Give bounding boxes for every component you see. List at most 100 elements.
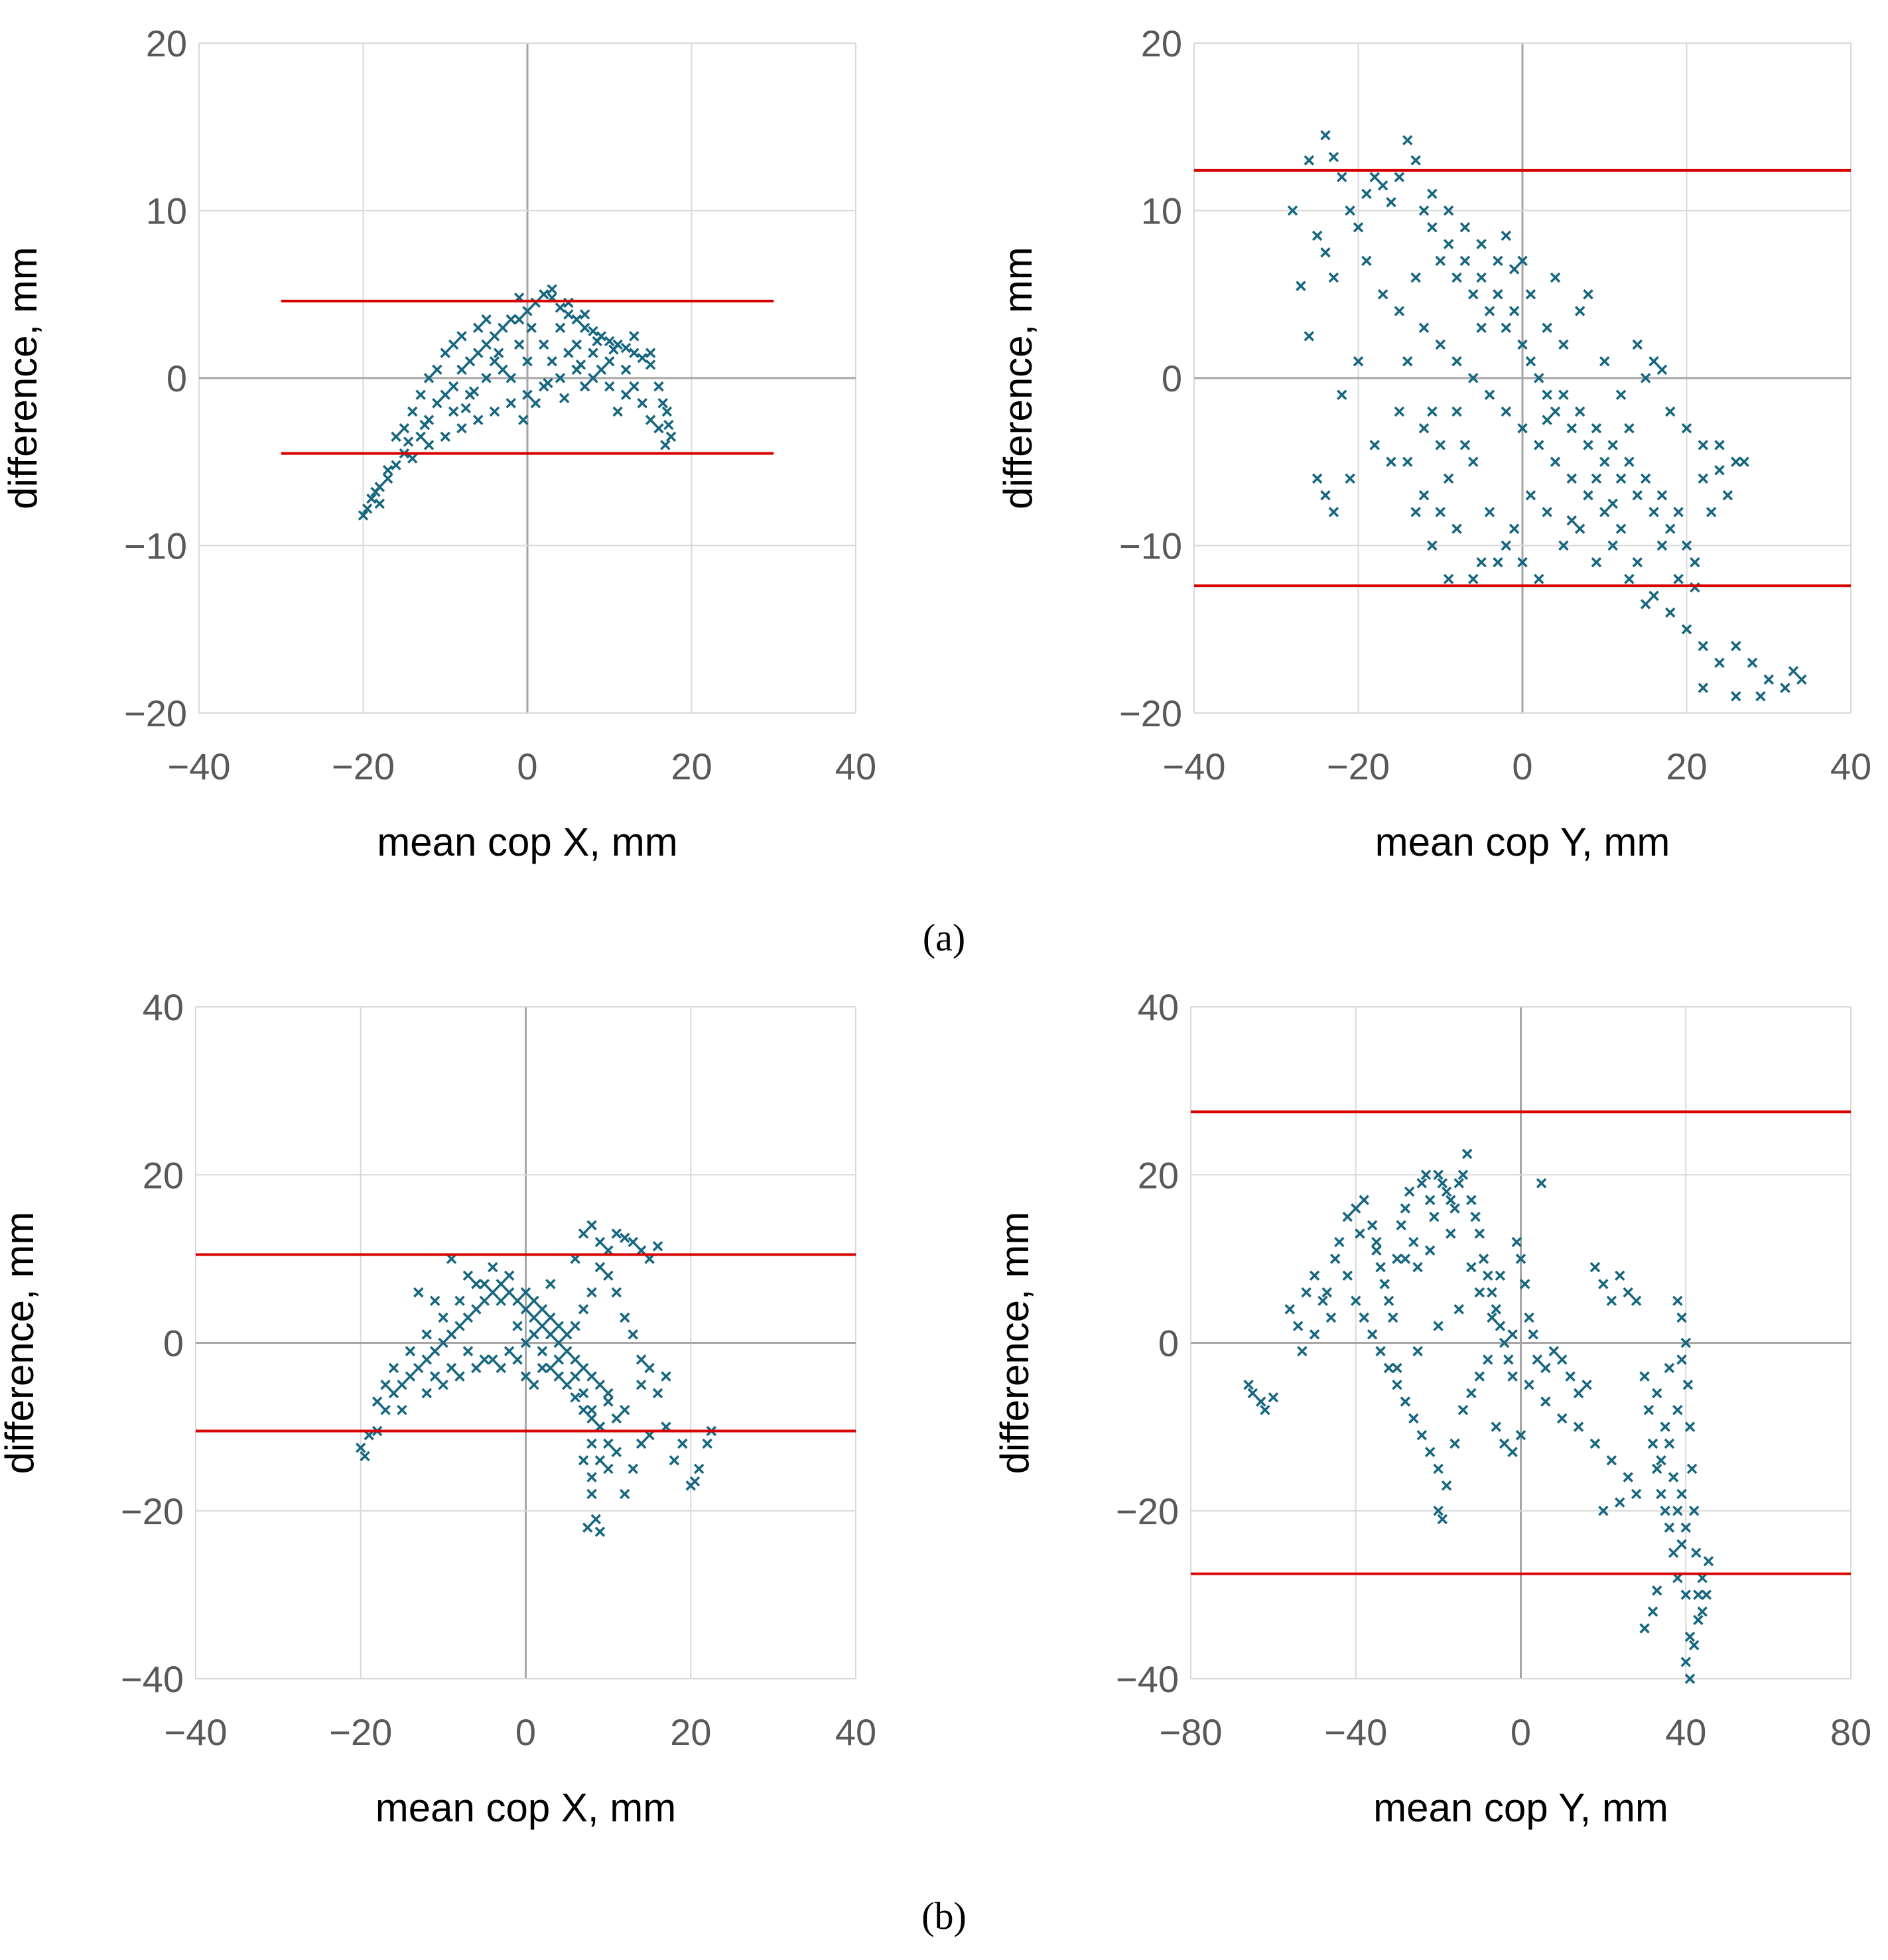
x-tick-label: −40 (1324, 1711, 1387, 1753)
data-point (1651, 1463, 1662, 1474)
data-point (1410, 272, 1421, 283)
data-point (530, 398, 541, 409)
data-point (1474, 1287, 1485, 1298)
plot-b-cop-x: −40 −20 0 20 40 40 20 0 −20 −40 mean cop X, mm diff… (0, 986, 876, 1830)
data-point (1548, 1346, 1559, 1356)
data-point (1337, 389, 1347, 400)
data-point (397, 1405, 407, 1415)
data-point (512, 1295, 523, 1306)
data-point (1673, 507, 1684, 517)
data-point (1402, 356, 1413, 367)
data-point (1582, 1380, 1592, 1390)
data-point (473, 415, 484, 425)
data-point (1631, 1488, 1642, 1500)
data-point (1466, 1262, 1477, 1273)
data-point (1443, 205, 1454, 216)
data-point (661, 1371, 671, 1382)
data-point (1615, 1270, 1625, 1281)
data-point (1517, 423, 1528, 434)
data-point (1623, 1287, 1633, 1298)
data-point (1501, 322, 1511, 333)
data-point (1509, 264, 1520, 275)
data-point (608, 344, 619, 355)
data-point (1418, 423, 1430, 434)
data-point (620, 1312, 630, 1323)
data-point (413, 1287, 424, 1298)
data-point (468, 386, 480, 397)
x-tick-label: −80 (1160, 1711, 1223, 1753)
data-point (1690, 582, 1700, 593)
data-point (1301, 1287, 1312, 1298)
data-point (366, 493, 377, 504)
data-point (604, 381, 615, 392)
data-point (1435, 339, 1446, 350)
data-point (1697, 1606, 1708, 1617)
data-point (1682, 1380, 1694, 1390)
data-point (1589, 1262, 1601, 1273)
data-point (1639, 1623, 1650, 1634)
x-tick-label: 20 (671, 746, 712, 787)
data-point (1408, 1236, 1419, 1248)
data-point (570, 1321, 580, 1331)
data-point (362, 503, 373, 514)
data-point (539, 289, 549, 300)
data-point (570, 1254, 580, 1264)
data-point (1589, 1438, 1601, 1449)
data-point (440, 431, 450, 442)
data-point (1519, 1279, 1530, 1289)
data-point (628, 1329, 638, 1340)
data-point (358, 510, 369, 521)
y-tick-label: 0 (1162, 358, 1182, 399)
data-point (1684, 1631, 1696, 1642)
data-point (644, 1254, 655, 1264)
data-point (512, 1354, 523, 1365)
data-point (1536, 1178, 1547, 1189)
data-point (529, 1295, 539, 1306)
data-point (1660, 1421, 1670, 1432)
data-point (693, 1463, 705, 1474)
data-point (1574, 523, 1585, 534)
data-point (1680, 1589, 1691, 1601)
data-point (496, 1295, 506, 1306)
data-point (1515, 1430, 1526, 1441)
data-point (397, 1380, 407, 1390)
data-point (448, 339, 459, 350)
data-point (563, 309, 574, 320)
data-point (1247, 1388, 1258, 1399)
data-point (1607, 498, 1618, 509)
y-axis-title: difference, mm (992, 1212, 1037, 1474)
data-point (520, 1304, 531, 1315)
data-point (493, 348, 504, 358)
data-point (555, 302, 566, 313)
data-point (520, 1287, 531, 1298)
data-point (1632, 557, 1643, 568)
data-point (471, 1279, 482, 1289)
data-point (1435, 440, 1446, 450)
plot-a-cop-y: −40 −20 0 20 40 20 10 0 −10 −20 mean cop Y, mm diff… (996, 23, 1871, 864)
data-point (563, 297, 574, 308)
data-point (1243, 1380, 1254, 1390)
data-point (1468, 373, 1479, 383)
data-point (506, 398, 516, 409)
data-point (1517, 339, 1528, 350)
x-axis-title: mean cop X, mm (377, 820, 678, 864)
data-point (611, 1287, 622, 1298)
data-point (537, 1362, 548, 1374)
x-tick-label: 20 (1666, 746, 1707, 787)
data-point (1416, 1430, 1427, 1441)
data-point (1607, 440, 1618, 450)
data-point (1292, 1321, 1304, 1331)
data-point (1451, 523, 1462, 534)
data-point (382, 473, 393, 484)
data-point (456, 423, 467, 434)
data-point (1703, 1555, 1714, 1567)
data-point (1446, 1195, 1456, 1205)
data-point (454, 1321, 465, 1331)
data-point (1501, 406, 1511, 417)
data-point (462, 1312, 474, 1323)
data-point (1377, 180, 1388, 191)
data-point (1706, 507, 1717, 517)
data-point (1515, 1254, 1526, 1264)
data-point (611, 1228, 622, 1239)
data-point (537, 1321, 548, 1331)
